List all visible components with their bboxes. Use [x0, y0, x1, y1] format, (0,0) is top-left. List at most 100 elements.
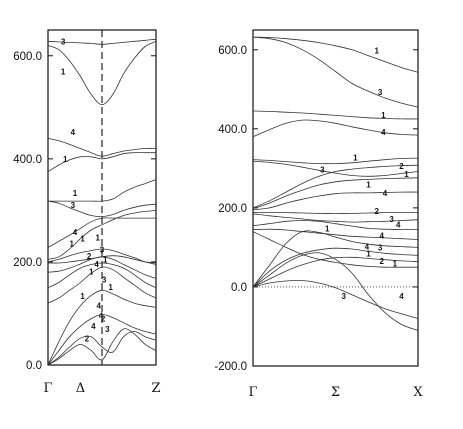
branch-label: 1: [61, 67, 66, 76]
dispersion-branch-15: [47, 314, 157, 366]
y-tick-label: 400.0: [218, 124, 247, 136]
dispersion-branch-5: [47, 179, 157, 202]
x-tick-label: Δ: [76, 381, 85, 396]
dispersion-branch-6: [252, 160, 419, 177]
dispersion-branch-12: [47, 262, 157, 289]
dispersion-branch-19: [252, 252, 419, 331]
branch-label: 3: [61, 37, 66, 46]
dispersion-branch-13: [47, 266, 157, 304]
branch-label: 3: [389, 215, 394, 224]
branch-label: 4: [381, 128, 386, 137]
dispersion-branch-4: [252, 119, 419, 138]
dispersion-branch-8: [252, 177, 419, 210]
dispersion-branch-16: [47, 331, 157, 366]
dispersion-branch-3: [47, 137, 157, 157]
y-tick-label: -200.0: [214, 361, 247, 373]
branch-label: 3: [320, 165, 325, 174]
branch-label: 1: [366, 180, 371, 189]
x-tick-label: Γ: [248, 385, 257, 400]
dispersion-branch-17: [252, 256, 419, 288]
dispersion-branch-11: [252, 213, 419, 223]
dispersion-branch-15: [252, 230, 419, 288]
branch-label: 1: [95, 233, 100, 242]
branch-label: 4: [383, 189, 388, 198]
y-tick-label: 600.0: [218, 45, 247, 57]
branch-label: 3: [105, 325, 110, 334]
branch-label: 1: [73, 189, 78, 198]
branch-label: 4: [73, 228, 78, 237]
branch-label: 3: [102, 276, 107, 285]
branch-label: 2: [87, 252, 92, 261]
branch-label: 1: [63, 155, 68, 164]
dispersion-branch-4: [47, 152, 156, 173]
y-tick-label: 0.0: [26, 360, 42, 372]
branch-label: 3: [71, 201, 76, 210]
dispersion-branch-7: [47, 217, 156, 248]
branch-label: 1: [70, 239, 75, 248]
dispersion-branch-14: [47, 289, 157, 366]
branch-label: 1: [381, 111, 386, 120]
dispersion-branch-5: [252, 157, 419, 165]
y-tick-label: 200.0: [13, 257, 42, 269]
branch-label: 1: [393, 259, 398, 268]
branch-label: 3: [378, 88, 383, 97]
dispersion-branch-7: [252, 164, 419, 209]
branch-label: 1: [103, 255, 108, 264]
dispersion-branch-10: [252, 212, 418, 214]
branch-label: 4: [379, 231, 384, 240]
branch-label: 3: [378, 244, 383, 253]
dispersion-branch-9: [252, 191, 419, 211]
dispersion-branch-16: [252, 247, 419, 288]
branch-label: 4: [71, 128, 76, 137]
branch-label: 4: [91, 322, 96, 331]
branch-label: 4: [94, 260, 99, 269]
dispersion-branch-8: [47, 210, 157, 260]
branch-label: 1: [375, 47, 380, 56]
x-tick-label: Γ: [43, 381, 52, 396]
x-tick-label: Z: [151, 381, 160, 396]
branch-label: 4: [396, 221, 401, 230]
dispersion-branch-14: [252, 231, 418, 268]
dispersion-branch-9: [47, 248, 157, 265]
branch-label: 3: [100, 246, 105, 255]
y-tick-label: 600.0: [13, 51, 42, 63]
dispersion-branch-12: [252, 220, 419, 231]
branch-label: 2: [85, 334, 90, 343]
branch-label: 1: [108, 283, 113, 292]
dispersion-branch-3: [252, 110, 419, 120]
branch-label: 3: [342, 292, 347, 301]
dispersion-branch-11: [47, 256, 157, 279]
branch-label: 1: [353, 153, 358, 162]
dispersion-branch-2: [252, 36, 419, 108]
dispersion-branch-1: [47, 38, 157, 45]
branch-label: 4: [99, 312, 104, 321]
branch-label: 2: [399, 162, 404, 171]
dispersion-branch-18: [252, 280, 419, 319]
branch-label: 2: [375, 207, 380, 216]
branch-label: 4: [97, 301, 102, 310]
branch-label: 1: [404, 170, 409, 179]
dispersion-branch-1: [252, 36, 419, 73]
branch-label: 2: [379, 257, 384, 266]
x-tick-label: X: [413, 385, 423, 400]
branch-label: 1: [89, 267, 94, 276]
y-tick-label: 0.0: [231, 282, 247, 294]
branch-label: 2: [101, 315, 106, 324]
y-tick-label: 400.0: [13, 154, 42, 166]
x-tick-label: Σ: [331, 385, 340, 400]
dispersion-branch-6: [47, 200, 157, 218]
branch-label: 4: [399, 292, 404, 301]
branch-label: 1: [325, 225, 330, 234]
dispersion-branch-13: [252, 228, 419, 240]
branch-label: 1: [80, 292, 85, 301]
branch-label: 4: [365, 242, 370, 251]
dispersion-branch-2: [47, 40, 157, 106]
branch-label: 1: [80, 234, 85, 243]
dispersion-branch-17: [47, 328, 157, 366]
plot-frame: [252, 29, 419, 367]
branch-label: 1: [366, 250, 371, 259]
y-tick-label: 200.0: [218, 203, 247, 215]
